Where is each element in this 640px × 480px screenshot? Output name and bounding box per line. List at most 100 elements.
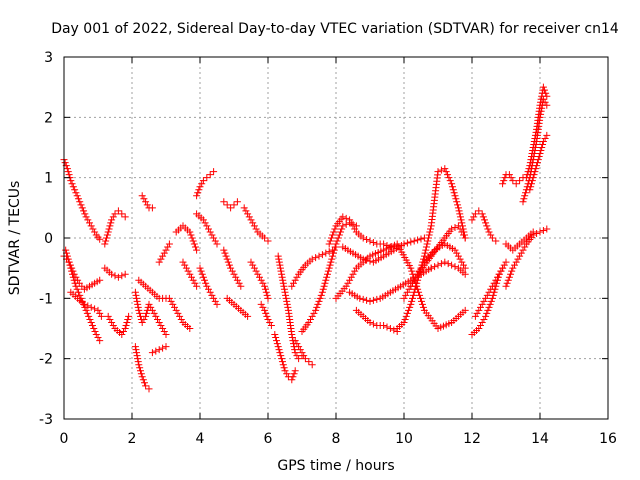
data-point-marker: [92, 331, 100, 339]
data-point-marker: [233, 198, 241, 206]
data-point-marker: [65, 171, 73, 179]
data-point-marker: [111, 210, 119, 218]
data-point-marker: [242, 207, 250, 215]
data-point-marker: [278, 355, 286, 363]
data-point-marker: [342, 220, 350, 228]
data-point-marker: [525, 165, 533, 173]
data-point-marker: [250, 222, 258, 230]
data-point-marker: [450, 189, 458, 197]
data-point-marker: [208, 291, 216, 299]
data-point-marker: [308, 312, 316, 320]
data-point-marker: [210, 168, 218, 176]
data-point-marker: [407, 238, 415, 246]
x-tick-label: 16: [599, 431, 617, 447]
data-point-marker: [479, 213, 487, 221]
data-point-marker: [121, 325, 129, 332]
data-point-marker: [489, 291, 497, 299]
x-tick-label: 14: [531, 431, 549, 447]
data-point-marker: [529, 174, 537, 182]
data-point-marker: [169, 300, 177, 308]
data-point-marker: [134, 303, 142, 311]
data-point-marker: [403, 239, 411, 247]
data-point-marker: [137, 367, 144, 375]
data-point-marker: [323, 273, 331, 281]
data-point-marker: [74, 195, 82, 203]
data-point-marker: [422, 246, 430, 254]
data-point-marker: [84, 216, 92, 224]
y-axis-label: SDTVAR / TECUs: [7, 181, 23, 296]
data-point-marker: [267, 321, 275, 329]
data-point-marker: [203, 282, 211, 290]
data-point-marker: [86, 315, 94, 323]
data-point-marker: [275, 346, 283, 354]
data-point-marker: [322, 249, 330, 257]
data-point-marker: [134, 355, 142, 363]
data-point-marker: [349, 222, 357, 230]
data-point-marker: [190, 240, 198, 248]
data-point-marker: [162, 246, 170, 254]
data-point-marker: [452, 195, 460, 203]
data-point-marker: [454, 204, 462, 212]
data-point-marker: [305, 358, 313, 366]
y-tick-label: -3: [39, 412, 53, 428]
data-point-marker: [193, 246, 201, 254]
data-point-marker: [188, 234, 196, 242]
x-tick-label: 0: [60, 431, 69, 447]
data-point-marker: [451, 223, 459, 231]
data-point-marker: [327, 258, 335, 266]
data-point-marker: [201, 219, 209, 227]
data-point-marker: [198, 270, 206, 278]
data-point-marker: [536, 101, 544, 109]
data-point-marker: [339, 222, 347, 230]
data-point-marker: [407, 282, 415, 290]
data-point-marker: [330, 246, 338, 254]
data-point-marker: [155, 318, 163, 326]
data-point-marker: [295, 355, 303, 363]
data-point-marker: [325, 264, 333, 272]
data-point-marker: [211, 237, 219, 245]
y-tick-labels: -3 -2 -1 0 1 2 3: [39, 50, 53, 428]
data-point-marker: [195, 186, 203, 194]
data-point-marker: [133, 352, 141, 360]
data-point-marker: [531, 134, 539, 142]
data-point-marker: [420, 252, 428, 260]
data-point-marker: [541, 134, 549, 142]
data-point-marker: [337, 228, 345, 236]
data-point-marker: [497, 267, 505, 275]
data-point-marker: [69, 183, 77, 191]
data-point-marker: [338, 225, 346, 233]
data-point-marker: [96, 309, 104, 317]
data-point-marker: [152, 347, 160, 355]
x-axis-label: GPS time / hours: [277, 458, 394, 474]
data-point-marker: [526, 159, 534, 167]
data-point-marker: [106, 315, 114, 323]
data-point-marker: [64, 255, 72, 263]
data-point-marker: [295, 343, 303, 351]
data-point-marker: [139, 376, 147, 384]
data-point-marker: [444, 260, 452, 268]
data-point-marker: [448, 261, 456, 269]
data-point-marker: [291, 349, 299, 357]
data-point-marker: [213, 300, 221, 308]
data-point-marker: [179, 258, 187, 266]
data-point-marker: [143, 201, 151, 209]
data-point-marker: [507, 270, 515, 278]
data-point-marker: [366, 297, 374, 305]
data-point-marker: [194, 189, 202, 197]
data-point-marker: [281, 288, 289, 296]
data-point-marker: [501, 174, 509, 182]
data-point-marker: [259, 279, 267, 287]
data-point-marker: [543, 92, 551, 100]
data-point-marker: [264, 237, 272, 245]
data-point-marker: [277, 267, 285, 275]
data-point-marker: [531, 131, 539, 139]
data-point-marker: [159, 344, 167, 352]
data-point-marker: [359, 295, 367, 303]
data-point-marker: [351, 267, 359, 275]
data-point-marker: [521, 192, 529, 200]
data-point-marker: [289, 373, 297, 381]
data-point-marker: [344, 279, 352, 287]
data-point-marker: [108, 318, 116, 326]
data-point-marker: [276, 349, 284, 357]
data-point-marker: [321, 279, 329, 287]
